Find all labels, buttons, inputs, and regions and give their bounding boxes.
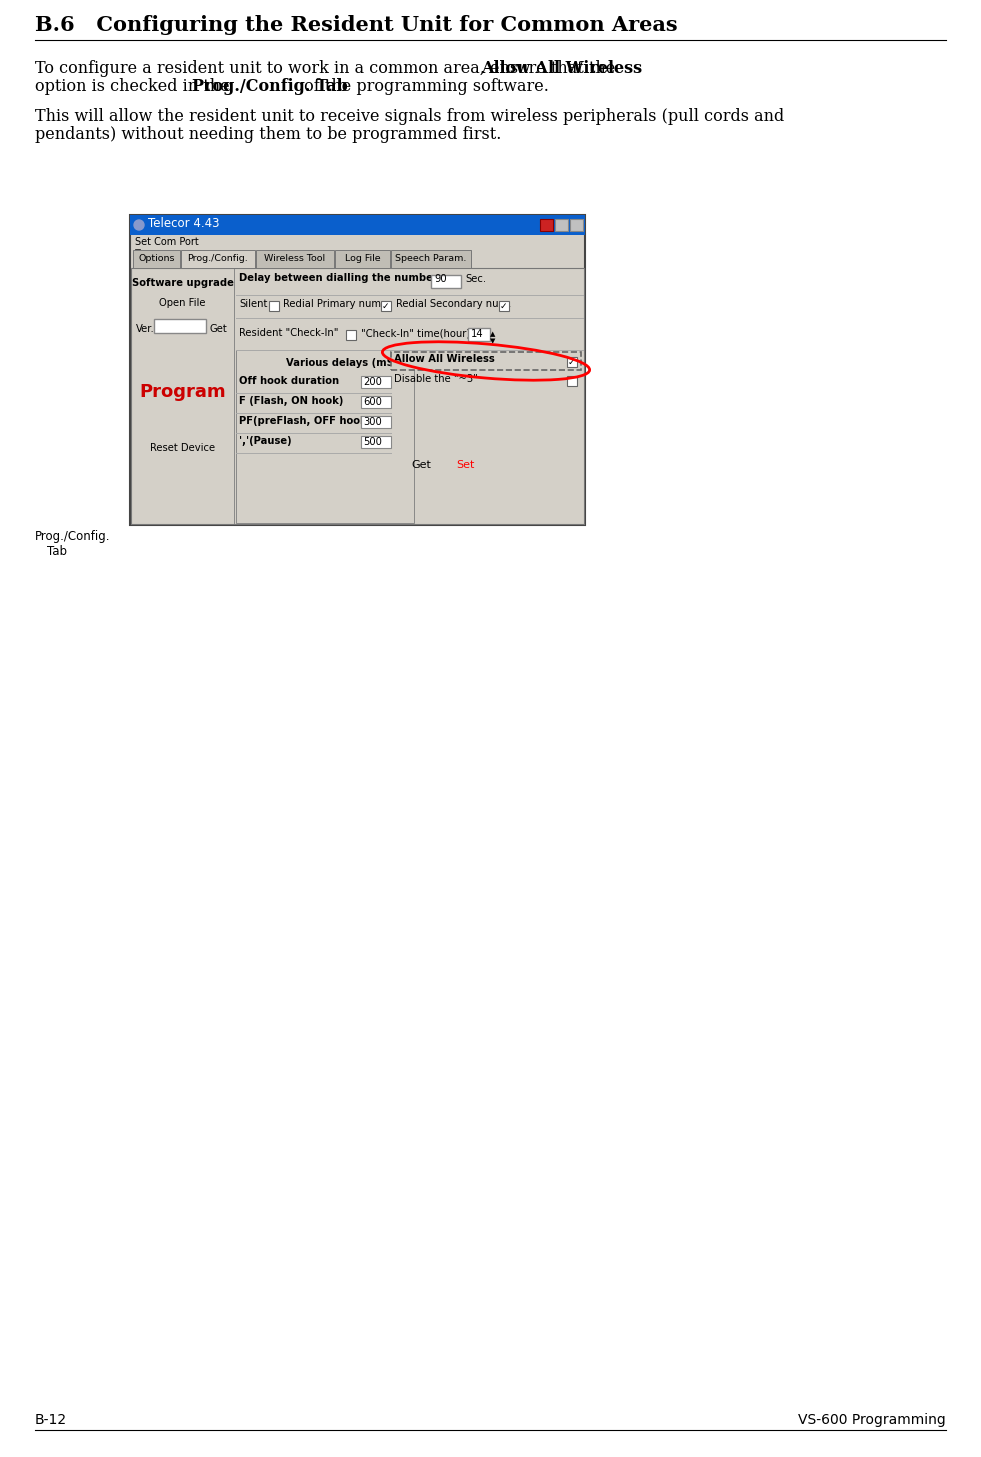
Text: Silent: Silent (239, 299, 268, 309)
Bar (555, 219, 568, 232)
Bar (154, 319, 206, 334)
Text: Redial Primary num.: Redial Primary num. (283, 299, 385, 309)
Text: F (Flash, ON hook): F (Flash, ON hook) (239, 396, 343, 407)
Bar (256, 251, 334, 268)
Bar (431, 275, 461, 288)
Text: Wireless Tool: Wireless Tool (265, 254, 326, 264)
Text: 90: 90 (434, 274, 446, 284)
Text: 200: 200 (363, 377, 382, 388)
Text: PF(preFlash, OFF hook): PF(preFlash, OFF hook) (239, 417, 371, 425)
Bar (361, 376, 391, 388)
Bar (567, 376, 577, 386)
Text: ✓: ✓ (500, 302, 507, 310)
Text: Sec.: Sec. (465, 274, 487, 284)
Text: Open File: Open File (159, 299, 206, 307)
Text: Allow All Wireless: Allow All Wireless (394, 354, 494, 364)
Text: ✓: ✓ (382, 302, 389, 310)
Bar (391, 353, 581, 370)
Text: Disable the "~3": Disable the "~3" (394, 374, 478, 385)
Text: Telecor 4.43: Telecor 4.43 (148, 217, 220, 230)
Bar (181, 251, 255, 268)
Bar (499, 302, 509, 310)
Text: Set Com Port: Set Com Port (135, 237, 199, 248)
Text: 500: 500 (363, 437, 382, 447)
Bar (361, 396, 391, 408)
Text: Get: Get (411, 460, 431, 471)
Text: Software upgrade: Software upgrade (131, 278, 233, 288)
Bar (381, 302, 391, 310)
Text: option is checked in the: option is checked in the (35, 79, 234, 95)
Text: ','(Pause): ','(Pause) (239, 436, 291, 446)
Text: pendants) without needing them to be programmed first.: pendants) without needing them to be pro… (35, 125, 501, 143)
Text: This will allow the resident unit to receive signals from wireless peripherals (: This will allow the resident unit to rec… (35, 108, 784, 125)
Bar (391, 251, 471, 268)
Bar (540, 219, 553, 232)
Text: B-12: B-12 (35, 1413, 67, 1426)
Bar (130, 216, 585, 235)
Bar (269, 302, 279, 310)
Text: Reset Device: Reset Device (150, 443, 215, 453)
Bar (236, 350, 414, 523)
Bar (130, 216, 585, 525)
Text: Redial Secondary num.: Redial Secondary num. (396, 299, 511, 309)
Text: VS-600 Programming: VS-600 Programming (799, 1413, 946, 1426)
Text: 14: 14 (471, 329, 484, 339)
Text: Program: Program (139, 383, 226, 401)
Text: Set: Set (456, 460, 475, 471)
Text: Prog./Config.: Prog./Config. (35, 530, 111, 543)
Text: Off hook duration: Off hook duration (239, 376, 339, 386)
Text: Speech Param.: Speech Param. (395, 254, 467, 264)
Bar (361, 436, 391, 447)
Text: 600: 600 (363, 396, 382, 407)
Text: ✓: ✓ (568, 358, 576, 367)
Text: "Check-In" time(hour): "Check-In" time(hour) (361, 328, 470, 338)
Text: Various delays (mS): Various delays (mS) (286, 358, 398, 369)
Bar (131, 268, 584, 525)
Text: Prog./Config.: Prog./Config. (187, 254, 248, 264)
Bar (133, 251, 180, 268)
Text: Prog./Config. Tab: Prog./Config. Tab (192, 79, 347, 95)
Bar (346, 329, 356, 339)
Text: Delay between dialling the numbers: Delay between dialling the numbers (239, 272, 443, 283)
Text: Get: Get (210, 323, 228, 334)
Text: Allow All Wireless: Allow All Wireless (481, 60, 642, 77)
Text: Resident "Check-In": Resident "Check-In" (239, 328, 338, 338)
Bar (468, 328, 490, 341)
Text: To configure a resident unit to work in a common area, ensure that the: To configure a resident unit to work in … (35, 60, 620, 77)
Text: Tab: Tab (47, 545, 67, 558)
Text: Options: Options (138, 254, 175, 264)
Text: B.6   Configuring the Resident Unit for Common Areas: B.6 Configuring the Resident Unit for Co… (35, 15, 678, 35)
Text: Log File: Log File (344, 254, 381, 264)
Text: of the programming software.: of the programming software. (299, 79, 548, 95)
Bar (335, 251, 390, 268)
Text: Ver.: Ver. (136, 323, 155, 334)
Circle shape (134, 220, 144, 230)
Bar (567, 357, 577, 367)
Bar (570, 219, 583, 232)
Bar (361, 417, 391, 428)
Text: 300: 300 (363, 417, 382, 427)
Text: ▲: ▲ (490, 331, 495, 337)
Text: ▼: ▼ (490, 338, 495, 344)
